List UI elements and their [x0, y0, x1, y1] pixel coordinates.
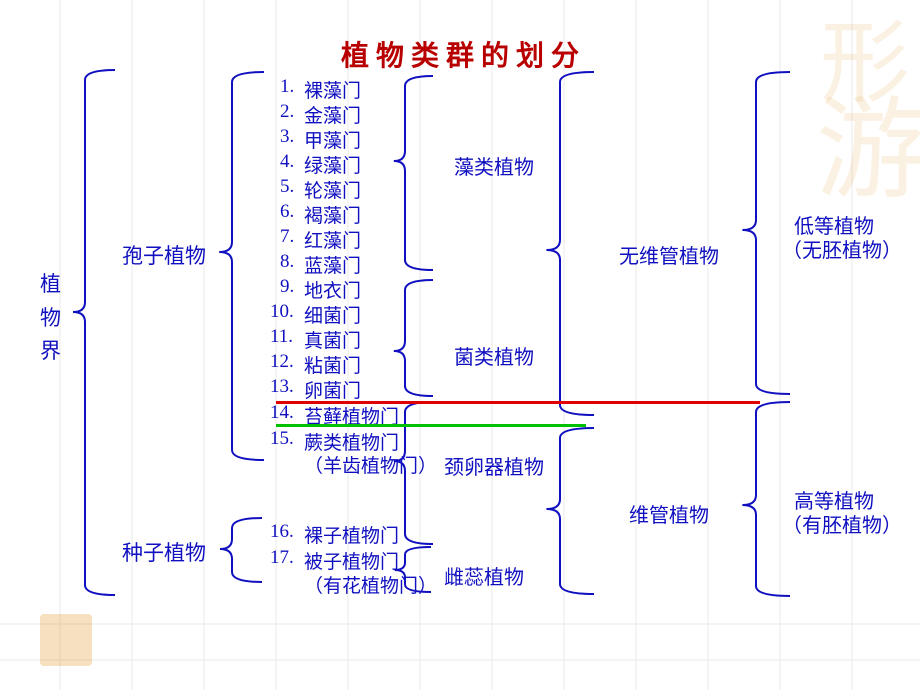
- seed-num-1: 17.: [270, 547, 294, 569]
- spore-label-12: 卵菌门: [304, 376, 361, 403]
- group3-2: 颈卵器植物: [444, 451, 544, 480]
- spore-label-3: 绿藻门: [304, 151, 361, 178]
- spore-num-13: 14.: [270, 402, 294, 424]
- spore-num-5: 6.: [280, 201, 294, 223]
- spore-num-14: 15.: [270, 428, 294, 450]
- seed-label-2: （有花植物门）: [304, 571, 437, 598]
- spore-num-6: 7.: [280, 226, 294, 248]
- spore-label-0: 裸藻门: [304, 76, 361, 103]
- spore-label-6: 红藻门: [304, 226, 361, 253]
- spore-label-2: 甲藻门: [304, 126, 361, 153]
- spore-num-4: 5.: [280, 176, 294, 198]
- seed-label-0: 裸子植物门: [304, 521, 399, 548]
- divider-green: [276, 424, 586, 427]
- diagram-title: 植 物 类 群 的 划 分: [0, 34, 920, 74]
- spore-num-9: 10.: [270, 301, 294, 323]
- spore-num-0: 1.: [280, 76, 294, 98]
- root-label: 植 物 界: [40, 268, 61, 369]
- spore-label-10: 真菌门: [304, 326, 361, 353]
- spore-label-7: 蓝藻门: [304, 251, 361, 278]
- spore-label-15: （羊齿植物门）: [304, 451, 437, 478]
- group3-0: 藻类植物: [454, 151, 534, 180]
- spore-num-10: 11.: [270, 326, 293, 348]
- spore-label-11: 粘菌门: [304, 351, 361, 378]
- spore-label-8: 地衣门: [304, 276, 361, 303]
- spore-num-7: 8.: [280, 251, 294, 273]
- spore-num-3: 4.: [280, 151, 294, 173]
- group5b-0: （无胚植物）: [782, 234, 902, 263]
- spore-label-9: 细菌门: [304, 301, 361, 328]
- divider-red: [276, 401, 760, 404]
- spore-num-11: 12.: [270, 351, 294, 373]
- spore-label-1: 金藻门: [304, 101, 361, 128]
- spore-num-1: 2.: [280, 101, 294, 123]
- level1-item-0: 孢子植物: [122, 240, 206, 270]
- group3-3: 雌蕊植物: [444, 561, 524, 590]
- group5b-1: （有胚植物）: [782, 509, 902, 538]
- spore-num-2: 3.: [280, 126, 294, 148]
- group4-0: 无维管植物: [619, 240, 719, 269]
- level1-item-1: 种子植物: [122, 537, 206, 567]
- spore-label-5: 褐藻门: [304, 201, 361, 228]
- group4-1: 维管植物: [629, 499, 709, 528]
- group3-1: 菌类植物: [454, 341, 534, 370]
- seed-num-0: 16.: [270, 521, 294, 543]
- spore-label-4: 轮藻门: [304, 176, 361, 203]
- spore-num-12: 13.: [270, 376, 294, 398]
- seed-label-1: 被子植物门: [304, 547, 399, 574]
- spore-num-8: 9.: [280, 276, 294, 298]
